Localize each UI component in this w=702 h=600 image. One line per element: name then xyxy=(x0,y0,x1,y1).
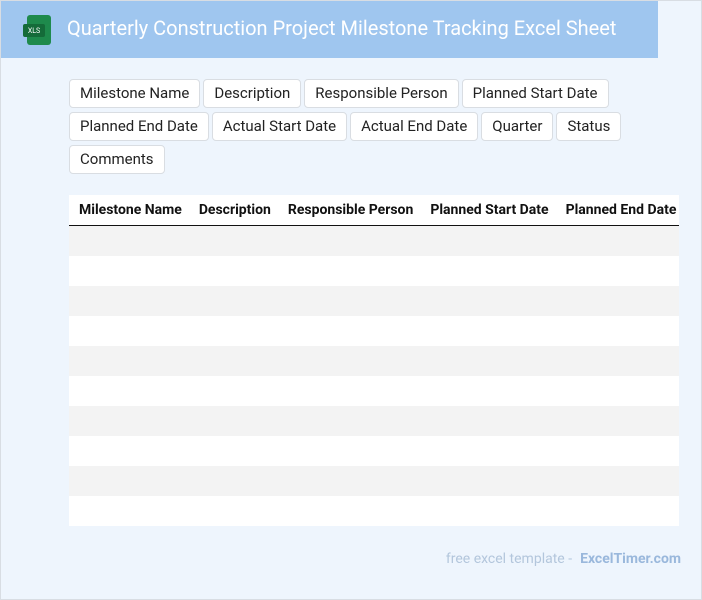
tag-list: Milestone Name Description Responsible Per… xyxy=(69,79,629,174)
table-row xyxy=(69,496,679,526)
table-row xyxy=(69,436,679,466)
tag[interactable]: Planned Start Date xyxy=(461,79,609,108)
table-row xyxy=(69,256,679,286)
table: Milestone Name Description Responsible Per… xyxy=(69,195,679,526)
table-header: Milestone Name Description Responsible Per… xyxy=(69,195,679,226)
column-header: Planned End Date xyxy=(565,202,677,218)
tag[interactable]: Description xyxy=(203,79,302,108)
table-row xyxy=(69,466,679,496)
header: XLS Quarterly Construction Project Miles… xyxy=(1,1,658,58)
table-row xyxy=(69,226,679,256)
table-row xyxy=(69,286,679,316)
table-row xyxy=(69,316,679,346)
tag[interactable]: Actual Start Date xyxy=(211,112,348,141)
column-header: Milestone Name xyxy=(79,202,182,218)
footer: free excel template - ExcelTimer.com xyxy=(446,551,681,567)
footer-text: free excel template - xyxy=(445,551,573,567)
xls-icon: XLS xyxy=(23,15,51,45)
column-header: Description xyxy=(198,202,271,218)
column-header: Planned Start Date xyxy=(430,202,549,218)
tag[interactable]: Status xyxy=(556,112,622,141)
tag[interactable]: Planned End Date xyxy=(69,112,209,141)
tag[interactable]: Quarter xyxy=(481,112,554,141)
column-header: Responsible Person xyxy=(287,202,414,218)
tag[interactable]: Actual End Date xyxy=(350,112,479,141)
tag[interactable]: Milestone Name xyxy=(69,79,201,108)
tag[interactable]: Comments xyxy=(69,145,165,174)
table-row xyxy=(69,346,679,376)
table-body xyxy=(69,226,679,526)
table-row xyxy=(69,406,679,436)
footer-brand[interactable]: ExcelTimer.com xyxy=(580,551,681,567)
title: Quarterly Construction Project Milestone… xyxy=(67,16,617,40)
tag[interactable]: Responsible Person xyxy=(304,79,459,108)
icon-label: XLS xyxy=(28,27,40,35)
table-row xyxy=(69,376,679,406)
